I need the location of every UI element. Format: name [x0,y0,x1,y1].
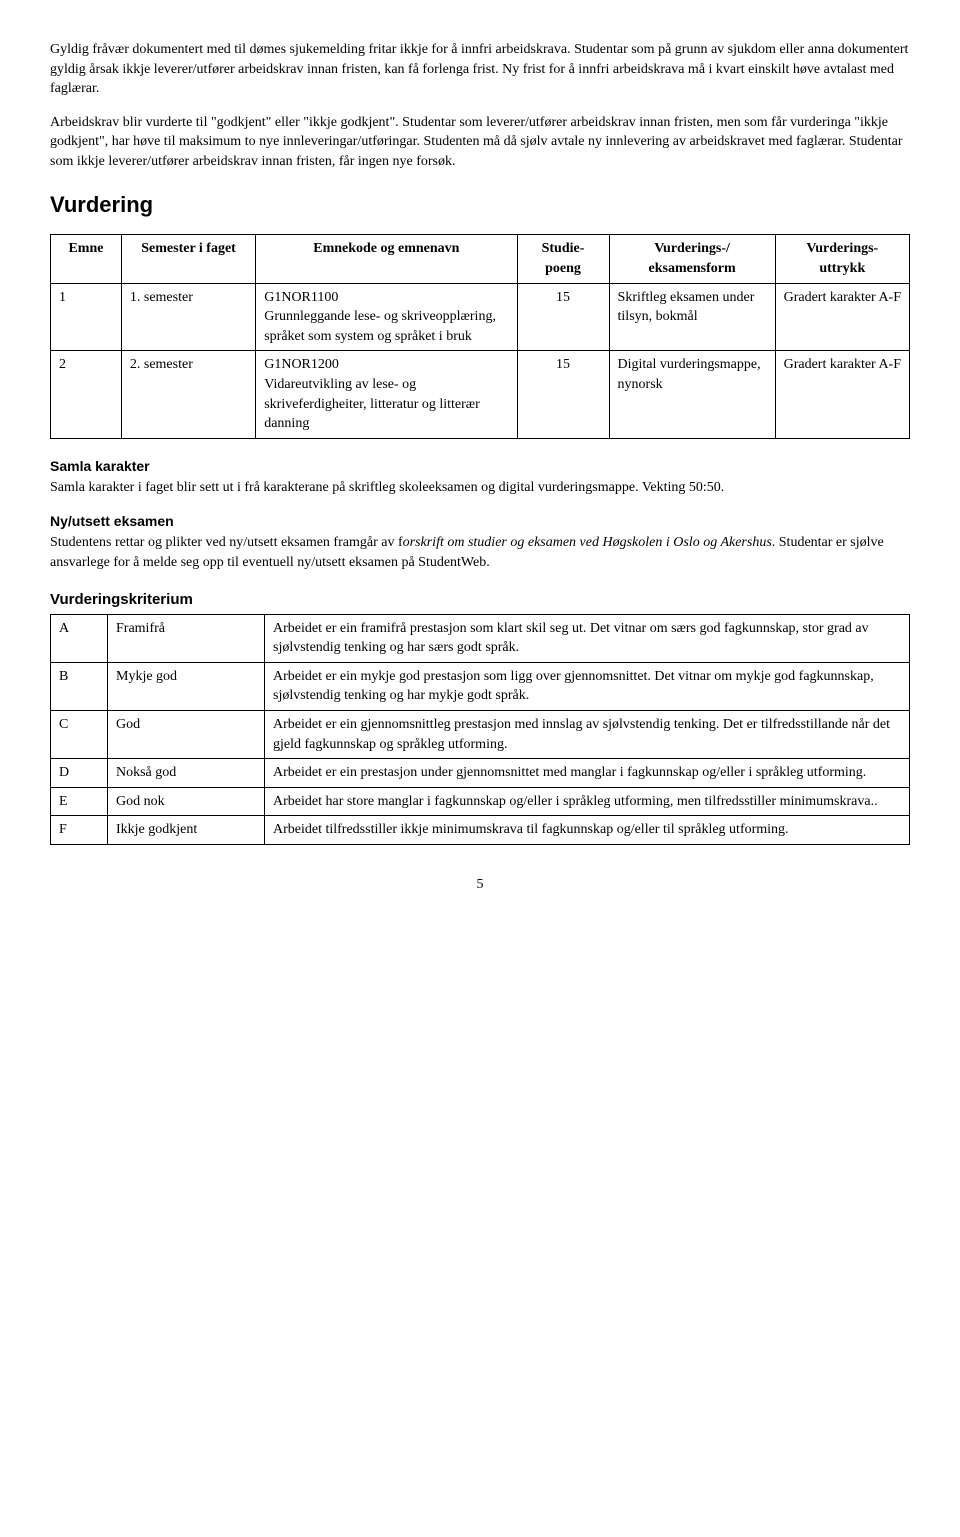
vurdering-heading: Vurdering [50,190,910,221]
cell-desc: Arbeidet er ein framifrå prestasjon som … [265,614,910,662]
cell-label: Nokså god [108,759,265,788]
cell-desc: Arbeidet er ein gjennomsnittleg prestasj… [265,711,910,759]
vurdering-table: Emne Semester i faget Emnekode og emnena… [50,234,910,438]
cell-desc: Arbeidet er ein mykje god prestasjon som… [265,662,910,710]
cell-label: Mykje god [108,662,265,710]
samla-heading: Samla karakter [50,457,910,477]
cell-label: Ikkje godkjent [108,816,265,845]
cell-uttrykk: Gradert karakter A-F [775,351,909,438]
table-row: 2 2. semester G1NOR1200 Vidareutvikling a… [51,351,910,438]
kriterium-table: A Framifrå Arbeidet er ein framifrå pres… [50,614,910,845]
cell-navn: Vidareutvikling av lese- og skriveferdig… [264,377,480,431]
nyutsett-text: Studentens rettar og plikter ved ny/utse… [50,533,910,572]
table-header-row: Emne Semester i faget Emnekode og emnena… [51,235,910,283]
cell-kode: G1NOR1200 [264,357,339,372]
cell-semester: 1. semester [121,283,255,351]
cell-emnekode: G1NOR1200 Vidareutvikling av lese- og skr… [256,351,517,438]
table-row: D Nokså god Arbeidet er ein prestasjon u… [51,759,910,788]
cell-emne: 1 [51,283,122,351]
th-semester: Semester i faget [121,235,255,283]
cell-grade: E [51,787,108,816]
cell-grade: B [51,662,108,710]
intro-paragraph-1: Gyldig fråvær dokumentert med til dømes … [50,40,910,99]
nyutsett-italic: orskrift om studier og eksamen ved Høgsk… [403,535,772,550]
cell-grade: A [51,614,108,662]
cell-poeng: 15 [517,283,609,351]
cell-desc: Arbeidet er ein prestasjon under gjennom… [265,759,910,788]
cell-kode: G1NOR1100 [264,290,338,305]
table-row: B Mykje god Arbeidet er ein mykje god pr… [51,662,910,710]
cell-semester: 2. semester [121,351,255,438]
page-number: 5 [50,875,910,895]
nyutsett-before: Studentens rettar og plikter ved ny/utse… [50,535,403,550]
table-row: A Framifrå Arbeidet er ein framifrå pres… [51,614,910,662]
samla-text: Samla karakter i faget blir sett ut i fr… [50,478,910,498]
th-eksamensform: Vurderings-/ eksamensform [609,235,775,283]
intro-paragraph-2: Arbeidskrav blir vurderte til "godkjent"… [50,113,910,172]
th-uttrykk: Vurderings-uttrykk [775,235,909,283]
cell-label: Framifrå [108,614,265,662]
nyutsett-heading: Ny/utsett eksamen [50,512,910,532]
cell-uttrykk: Gradert karakter A-F [775,283,909,351]
cell-label: God [108,711,265,759]
cell-emnekode: G1NOR1100 Grunnleggande lese- og skriveop… [256,283,517,351]
th-studiepoeng: Studie-poeng [517,235,609,283]
th-emnekode: Emnekode og emnenavn [256,235,517,283]
table-row: E God nok Arbeidet har store manglar i f… [51,787,910,816]
cell-emne: 2 [51,351,122,438]
cell-grade: C [51,711,108,759]
table-row: C God Arbeidet er ein gjennomsnittleg pr… [51,711,910,759]
cell-poeng: 15 [517,351,609,438]
kriterium-heading: Vurderingskriterium [50,589,910,610]
cell-label: God nok [108,787,265,816]
cell-desc: Arbeidet har store manglar i fagkunnskap… [265,787,910,816]
cell-navn: Grunnleggande lese- og skriveopplæring, … [264,309,496,344]
cell-grade: D [51,759,108,788]
cell-desc: Arbeidet tilfredsstiller ikkje minimumsk… [265,816,910,845]
cell-form: Digital vurderingsmappe, nynorsk [609,351,775,438]
th-emne: Emne [51,235,122,283]
table-row: 1 1. semester G1NOR1100 Grunnleggande les… [51,283,910,351]
cell-form: Skriftleg eksamen under tilsyn, bokmål [609,283,775,351]
table-row: F Ikkje godkjent Arbeidet tilfredsstille… [51,816,910,845]
cell-grade: F [51,816,108,845]
